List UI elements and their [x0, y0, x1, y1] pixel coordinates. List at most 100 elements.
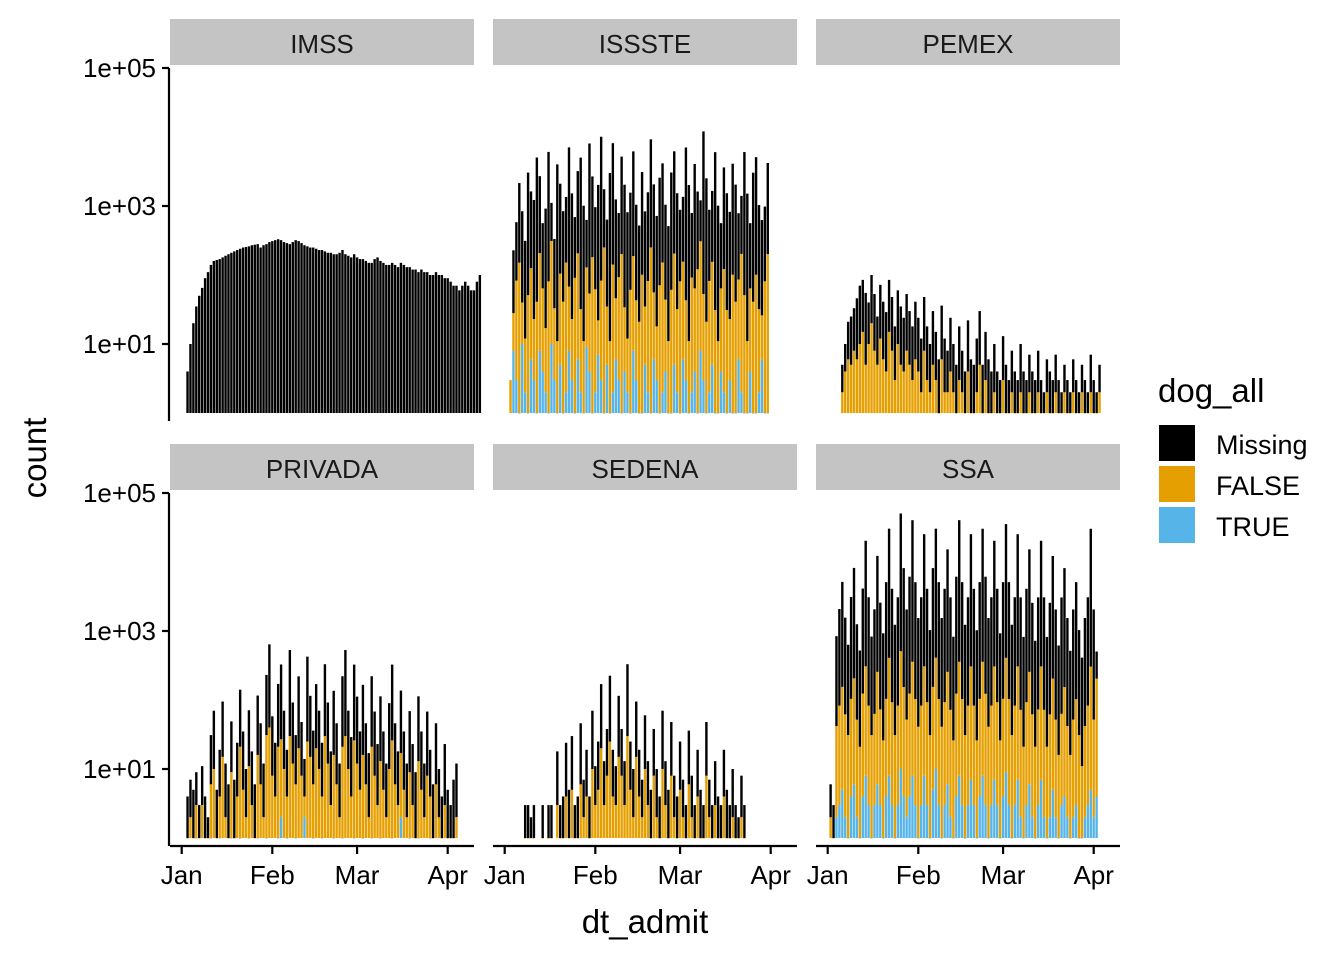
bar-false	[414, 838, 417, 839]
bar-missing	[917, 317, 920, 372]
bar-missing	[279, 240, 283, 413]
bar-false	[952, 392, 955, 413]
bar-missing	[385, 763, 388, 818]
bar-false	[849, 364, 853, 413]
bar-false	[713, 310, 717, 413]
bar-missing	[367, 262, 370, 413]
bar-false	[1004, 413, 1008, 414]
bar-false	[699, 241, 702, 351]
bar-false	[696, 269, 699, 413]
bar-false	[937, 699, 940, 806]
facet-issste: ISSSTE	[493, 19, 797, 414]
x-tick-label: Jan	[807, 860, 849, 890]
bar-false	[385, 817, 388, 838]
bar-missing	[236, 742, 239, 797]
y-tick-label: 1e+05	[83, 478, 156, 508]
bar-false	[896, 705, 900, 806]
bar-false	[1048, 714, 1052, 818]
bar-true	[993, 779, 996, 838]
bar-true	[428, 838, 432, 839]
bar-true	[905, 817, 908, 838]
bar-missing	[1048, 371, 1052, 413]
bar-false	[526, 838, 530, 839]
bar-true	[696, 413, 699, 414]
bar-missing	[1001, 336, 1005, 381]
bar-true	[1007, 805, 1011, 838]
bar-true	[285, 838, 289, 839]
bar-missing	[725, 193, 729, 311]
bar-false	[690, 277, 693, 393]
bar-missing	[1063, 568, 1066, 688]
bar-false	[620, 254, 623, 413]
bar-false	[946, 671, 949, 785]
bar-missing	[402, 731, 406, 790]
bar-missing	[309, 695, 312, 757]
bar-true	[567, 350, 571, 413]
bar-missing	[1054, 609, 1057, 720]
bar-missing	[209, 264, 213, 413]
bar-missing	[955, 576, 958, 694]
bar-missing	[320, 742, 324, 797]
bar-true	[861, 796, 864, 838]
bar-false	[678, 789, 682, 838]
bar-missing	[722, 749, 726, 797]
bar-true	[658, 413, 661, 414]
bar-false	[969, 413, 973, 414]
bar-missing	[388, 703, 391, 769]
bar-false	[426, 775, 429, 838]
bar-true	[1036, 805, 1040, 838]
bar-false	[605, 306, 609, 365]
bar-missing	[1025, 588, 1028, 703]
bar-missing	[699, 200, 702, 242]
bar-missing	[423, 763, 426, 818]
bar-false	[637, 796, 641, 838]
bar-missing	[978, 311, 981, 365]
bar-missing	[426, 272, 429, 413]
bar-missing	[763, 206, 767, 282]
bar-false	[452, 838, 455, 839]
bar-missing	[526, 805, 530, 838]
bar-false	[1077, 735, 1081, 838]
facet-strip	[816, 444, 1120, 490]
bar-missing	[294, 240, 297, 413]
bar-missing	[446, 278, 449, 413]
bar-false	[227, 838, 230, 839]
bar-missing	[1039, 380, 1043, 413]
bar-missing	[250, 245, 254, 413]
bar-false	[1045, 746, 1049, 838]
bar-missing	[244, 246, 248, 413]
bar-true	[1048, 817, 1052, 838]
bar-missing	[247, 246, 251, 413]
bar-false	[341, 746, 344, 838]
facet-strip-label: ISSSTE	[599, 29, 691, 59]
y-tick-label: 1e+05	[83, 53, 156, 83]
bar-true	[705, 413, 708, 414]
bar-missing	[681, 779, 685, 818]
x-tick-label: Jan	[161, 860, 203, 890]
bar-missing	[428, 275, 432, 413]
bar-false	[326, 763, 330, 838]
bar-false	[652, 775, 655, 838]
bar-missing	[279, 664, 283, 740]
bar-missing	[203, 278, 207, 413]
bar-true	[981, 775, 984, 838]
bar-missing	[564, 196, 568, 263]
bar-false	[230, 772, 233, 838]
bar-true	[996, 805, 999, 838]
bar-true	[553, 380, 556, 413]
bar-false	[984, 380, 987, 413]
bar-missing	[405, 267, 408, 413]
bar-missing	[731, 163, 734, 275]
x-tick-label: Apr	[427, 860, 468, 890]
bar-true	[940, 838, 943, 839]
bar-false	[931, 364, 935, 413]
bar-true	[529, 359, 533, 413]
bar-false	[690, 817, 693, 838]
bar-false	[873, 713, 876, 806]
bar-false	[743, 838, 746, 839]
bar-true	[417, 838, 420, 839]
bar-false	[602, 805, 606, 838]
bar-missing	[326, 702, 330, 764]
bar-false	[423, 817, 426, 838]
bar-missing	[864, 292, 867, 365]
